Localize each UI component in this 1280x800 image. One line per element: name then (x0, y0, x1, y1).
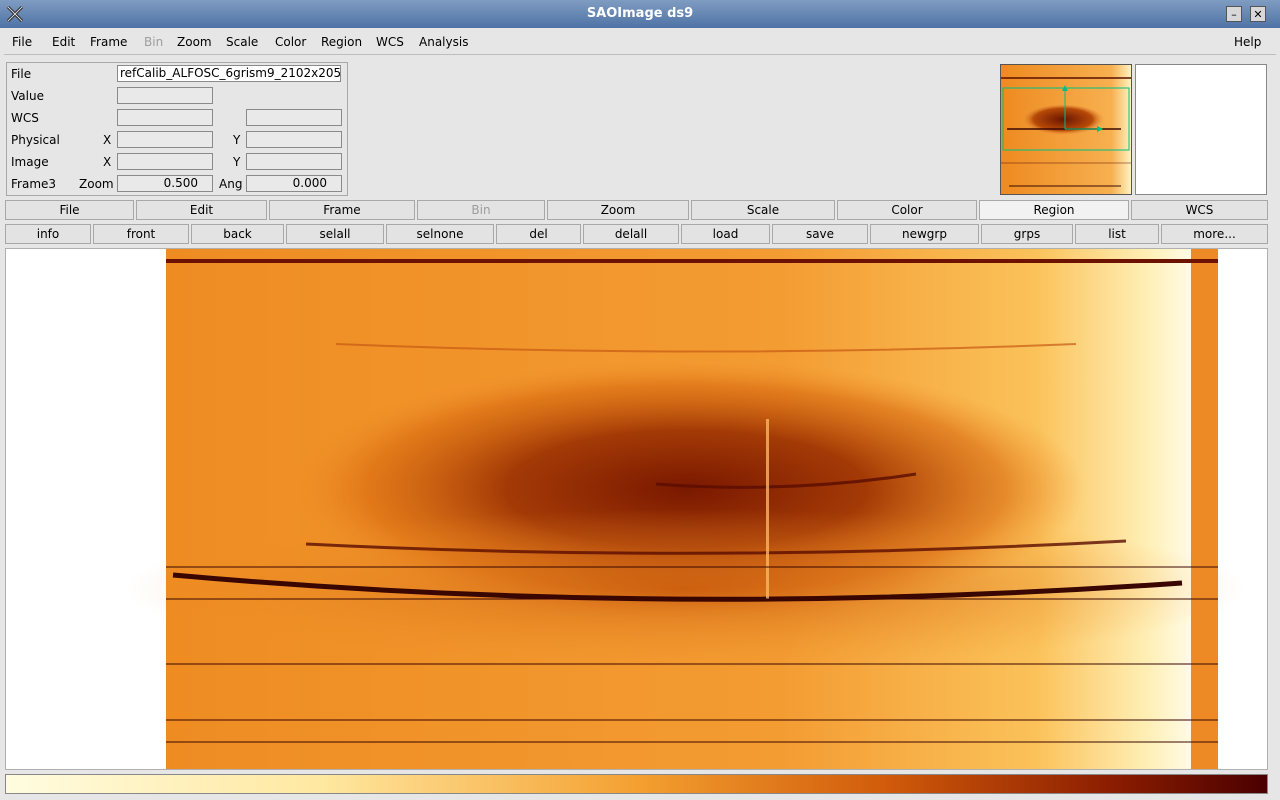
button-frame[interactable]: Frame (269, 200, 415, 220)
file-name-field: refCalib_ALFOSC_6grism9_2102x205 (117, 65, 341, 82)
menu-file[interactable]: File (12, 35, 33, 49)
menu-bin[interactable]: Bin (144, 35, 164, 49)
button-file[interactable]: File (5, 200, 134, 220)
value-field (117, 87, 213, 104)
panner[interactable] (1000, 64, 1132, 195)
button-color[interactable]: Color (837, 200, 977, 220)
button-region[interactable]: Region (979, 200, 1129, 220)
close-button[interactable]: ✕ (1250, 6, 1266, 22)
region-selnone-button[interactable]: selnone (386, 224, 494, 244)
physical-x-label: X (103, 133, 112, 147)
menu-scale[interactable]: Scale (226, 35, 259, 49)
button-bin[interactable]: Bin (417, 200, 545, 220)
image-y-field (246, 153, 342, 170)
region-back-button[interactable]: back (191, 224, 284, 244)
region-list-button[interactable]: list (1075, 224, 1159, 244)
menu-edit[interactable]: Edit (52, 35, 76, 49)
angle-label: Ang (219, 177, 243, 191)
x-window-icon (6, 5, 24, 23)
spectrum-image (126, 249, 1246, 769)
physical-label: Physical (11, 133, 60, 147)
button-wcs[interactable]: WCS (1131, 200, 1268, 220)
menu-analysis[interactable]: Analysis (419, 35, 469, 49)
angle-field: 0.000 (246, 175, 342, 192)
zoom-field: 0.500 (117, 175, 213, 192)
window-titlebar[interactable]: SAOImage ds9 – ✕ (0, 0, 1280, 28)
colorbar[interactable] (5, 774, 1268, 794)
region-delall-button[interactable]: delall (583, 224, 679, 244)
info-panel: File refCalib_ALFOSC_6grism9_2102x205 Va… (6, 62, 348, 196)
image-label: Image (11, 155, 49, 169)
menu-color[interactable]: Color (275, 35, 307, 49)
physical-y-label: Y (233, 133, 241, 147)
file-label: File (11, 67, 32, 81)
region-front-button[interactable]: front (93, 224, 189, 244)
image-canvas[interactable] (5, 248, 1268, 770)
window-title: SAOImage ds9 (586, 6, 694, 21)
image-y-label: Y (233, 155, 241, 169)
magnifier (1135, 64, 1267, 195)
region-save-button[interactable]: save (772, 224, 868, 244)
physical-x-field (117, 131, 213, 148)
panner-thumbnail (1001, 65, 1131, 194)
region-del-button[interactable]: del (496, 224, 581, 244)
menu-frame[interactable]: Frame (90, 35, 128, 49)
wcs-label: WCS (11, 111, 39, 125)
menu-wcs[interactable]: WCS (376, 35, 404, 49)
image-x-label: X (103, 155, 112, 169)
button-zoom[interactable]: Zoom (547, 200, 689, 220)
menu-zoom[interactable]: Zoom (177, 35, 212, 49)
region-load-button[interactable]: load (681, 224, 770, 244)
wcs-field-2 (246, 109, 342, 126)
button-edit[interactable]: Edit (136, 200, 267, 220)
region-grps-button[interactable]: grps (981, 224, 1073, 244)
menu-region[interactable]: Region (321, 35, 363, 49)
value-label: Value (11, 89, 44, 103)
button-scale[interactable]: Scale (691, 200, 835, 220)
region-newgrp-button[interactable]: newgrp (870, 224, 979, 244)
minimize-button[interactable]: – (1226, 6, 1242, 22)
region-more-button[interactable]: more... (1161, 224, 1268, 244)
image-x-field (117, 153, 213, 170)
physical-y-field (246, 131, 342, 148)
frame-label: Frame3 (11, 177, 57, 191)
region-info-button[interactable]: info (5, 224, 91, 244)
menu-help[interactable]: Help (1234, 35, 1262, 49)
region-selall-button[interactable]: selall (286, 224, 384, 244)
wcs-field-1 (117, 109, 213, 126)
menubar: File Edit Frame Bin Zoom Scale Color Reg… (4, 30, 1276, 55)
zoom-label: Zoom (79, 177, 114, 191)
